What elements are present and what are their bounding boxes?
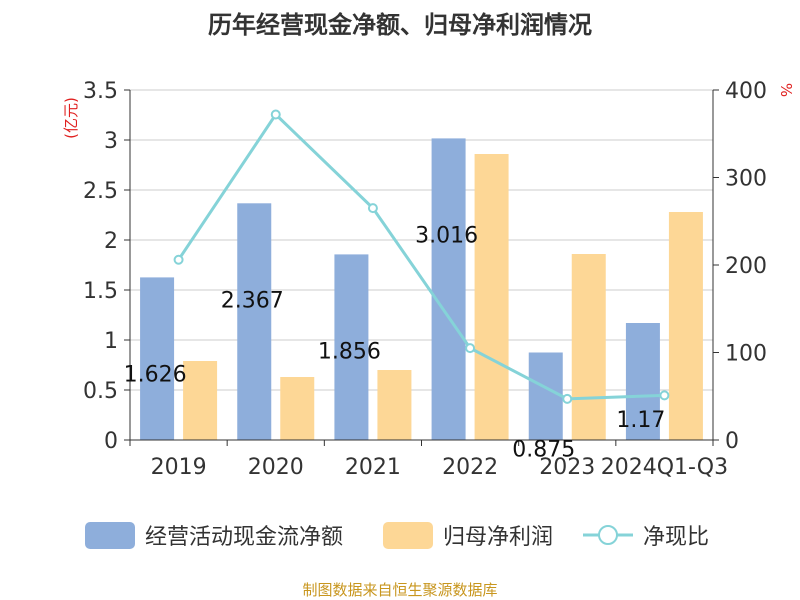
ratio-line <box>173 109 670 404</box>
y-left-tick-label: 3 <box>104 129 118 154</box>
y-right-tick-label: 0 <box>725 429 739 454</box>
bar-netprofit <box>668 212 703 440</box>
ratio-point <box>173 254 184 265</box>
bar-cashflow <box>625 323 660 440</box>
legend-marker <box>598 525 618 545</box>
bar-netprofit <box>571 254 606 440</box>
y-right-axis-label: % <box>777 83 795 97</box>
bar-cashflow <box>237 203 272 440</box>
y-left-tick-label: 1 <box>104 329 118 354</box>
y-left-tick-label: 1.5 <box>83 279 118 304</box>
y-right-tick-label: 200 <box>725 254 767 279</box>
y-left-tick-label: 3.5 <box>83 79 118 104</box>
legend[interactable]: 经营活动现金流净额 归母净利润 净现比 <box>85 522 709 550</box>
y-left-tick-label: 2.5 <box>83 179 118 204</box>
legend-swatch <box>383 522 433 549</box>
x-tick-label: 2019 <box>151 455 207 480</box>
bar-value-label: 1.856 <box>318 339 381 364</box>
bar-netprofit <box>183 361 218 440</box>
bar-cashflow <box>431 138 466 440</box>
x-tick-label: 2024Q1-Q3 <box>601 455 728 480</box>
ratio-point <box>367 203 378 214</box>
data-labels: 1.626 2.367 1.856 3.016 0.875 1.17 <box>124 223 666 462</box>
y-right-tick-label: 300 <box>725 167 767 192</box>
ratio-point <box>659 390 670 401</box>
bar-value-label: 0.875 <box>512 438 575 463</box>
axes: 0 0.5 1 1.5 2 2.5 3 3.5 0 100 200 300 400 (亿元)% 2019 20… <box>62 79 795 480</box>
y-left-tick-label: 2 <box>104 229 118 254</box>
legend-swatch <box>85 522 135 549</box>
y-left-axis-label: (亿元) <box>62 97 80 139</box>
chart-title: 历年经营现金净额、归母净利润情况 <box>208 11 592 39</box>
source-footer: 制图数据来自恒生聚源数据库 <box>302 581 497 599</box>
x-tick-label: 2023 <box>539 455 595 480</box>
legend-label: 归母净利润 <box>443 525 553 550</box>
bars <box>140 138 703 440</box>
y-left-tick-label: 0.5 <box>83 379 118 404</box>
bar-cashflow <box>334 254 369 440</box>
y-right-tick-label: 100 <box>725 342 767 367</box>
bar-cashflow <box>528 352 563 440</box>
x-tick-label: 2022 <box>442 455 498 480</box>
bar-value-label: 3.016 <box>415 223 478 248</box>
ratio-point <box>465 343 476 354</box>
y-right-tick-label: 400 <box>725 79 767 104</box>
ratio-point <box>270 109 281 120</box>
y-left-tick-label: 0 <box>104 429 118 454</box>
ratio-point <box>562 393 573 404</box>
ratio-line-path <box>177 112 665 401</box>
legend-label: 经营活动现金流净额 <box>145 525 343 550</box>
bar-value-label: 1.17 <box>616 408 665 433</box>
bar-value-label: 1.626 <box>124 362 187 387</box>
x-tick-label: 2020 <box>248 455 304 480</box>
bar-netprofit <box>280 377 315 440</box>
grid <box>130 89 713 391</box>
x-tick-label: 2021 <box>345 455 401 480</box>
bar-cashflow <box>140 277 175 440</box>
legend-label: 净现比 <box>643 525 709 550</box>
bar-netprofit <box>377 370 412 440</box>
bar-netprofit <box>474 154 509 440</box>
bar-value-label: 2.367 <box>221 288 284 313</box>
